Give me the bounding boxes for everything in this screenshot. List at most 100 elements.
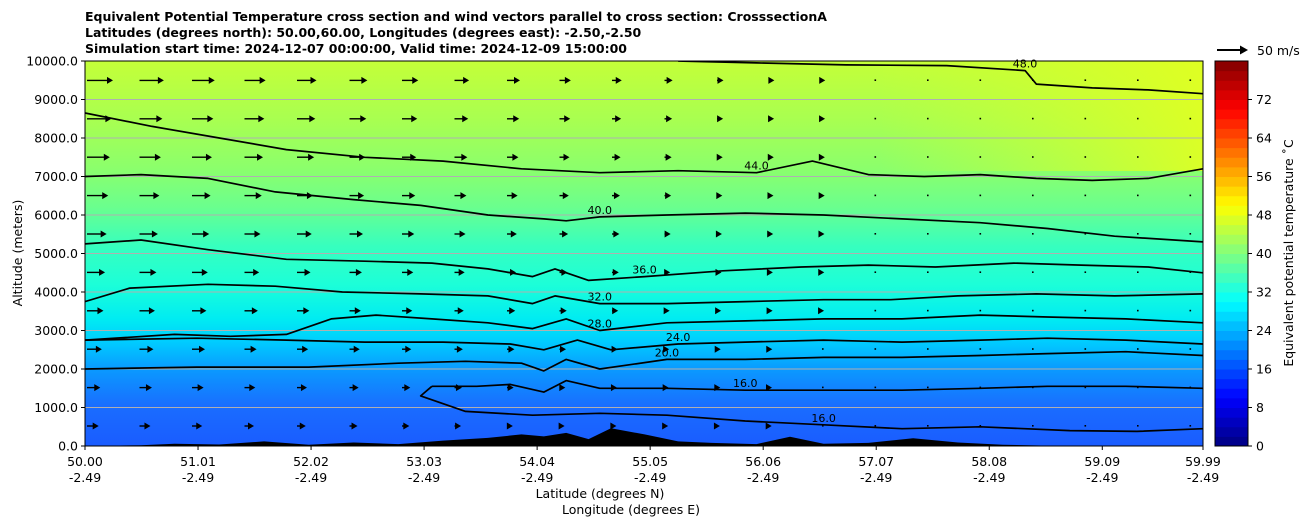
x-tick-latitude: 59.99 [1185, 454, 1221, 469]
wind-vector-head [196, 422, 203, 430]
colorbar-band [1215, 80, 1248, 91]
colorbar-band [1215, 340, 1248, 351]
wind-vector-head [148, 307, 155, 315]
x-tick-longitude: -2.49 [69, 470, 101, 485]
wind-vector-dot [1084, 386, 1087, 389]
wind-vector-head [355, 268, 362, 276]
wind-vector-dot [927, 425, 929, 427]
x-tick-longitude: -2.49 [521, 470, 553, 485]
wind-vector-head [768, 115, 775, 123]
contour-label: 20.0 [655, 346, 680, 359]
y-tick-label: 7000.0 [34, 169, 78, 184]
wind-vector-head [305, 230, 312, 238]
contour-label: 44.0 [744, 160, 769, 173]
wind-vector-dot [1084, 348, 1087, 350]
colorbar-tick-label: 32 [1256, 285, 1272, 300]
wind-vector-dot [979, 386, 982, 389]
wind-vector-head [201, 268, 208, 276]
y-tick-label: 3000.0 [34, 323, 78, 338]
x-axis: 50.00-2.4951.01-2.4952.02-2.4953.03-2.49… [67, 446, 1221, 485]
wind-vector-head [662, 422, 669, 430]
wind-vector-head [351, 422, 358, 430]
x-tick-latitude: 53.03 [406, 454, 442, 469]
wind-vector-dot [927, 233, 929, 235]
isotherm-line [85, 314, 1203, 341]
wind-vector-dot [1189, 117, 1192, 120]
colorbar-band [1215, 128, 1248, 139]
colorbar-band [1215, 388, 1248, 399]
wind-vector-dot [1189, 194, 1192, 197]
wind-vector-head [197, 384, 204, 392]
isotherm-line [85, 173, 1203, 243]
wind-vector-dot [1137, 425, 1139, 427]
wind-vector-head [665, 153, 672, 161]
colorbar-band [1215, 166, 1248, 177]
wind-vector-head [767, 153, 774, 161]
isotherm-line [678, 61, 1203, 95]
x-tick-latitude: 59.09 [1084, 454, 1120, 469]
wind-vector-dot [874, 194, 877, 197]
wind-vector-dot [1137, 309, 1139, 312]
wind-vector-head [765, 384, 772, 392]
wind-vector-dot [1189, 156, 1192, 158]
wind-vector-head [403, 422, 410, 430]
wind-vector-dot [874, 348, 877, 350]
wind-vector-dot [1032, 117, 1034, 120]
x-tick-latitude: 58.08 [971, 454, 1007, 469]
wind-vector-head [459, 230, 466, 238]
wind-vector-head [306, 192, 313, 200]
colorbar-band [1215, 61, 1248, 72]
colorbar-band [1215, 109, 1248, 120]
wind-vector-head [717, 76, 724, 84]
wind-vector-head [147, 345, 154, 353]
y-tick-label: 1000.0 [34, 400, 78, 415]
wind-vector-head [199, 345, 206, 353]
wind-vector-head [715, 268, 722, 276]
wind-vector-head [663, 307, 670, 315]
wind-vector-head [457, 307, 464, 315]
wind-vector-dot [1032, 386, 1034, 389]
x-tick-longitude: -2.49 [747, 470, 779, 485]
wind-vector-head [610, 422, 617, 430]
wind-vector-dot [979, 271, 982, 273]
y-tick-label: 9000.0 [34, 92, 78, 107]
x-tick-longitude: -2.49 [1086, 470, 1118, 485]
wind-vector-head [713, 422, 720, 430]
wind-vector-head [765, 422, 772, 430]
wind-vector-head [514, 76, 520, 84]
wind-vector-dot [1032, 233, 1034, 235]
y-tick-label: 4000.0 [34, 285, 78, 300]
wind-vector-head [412, 76, 419, 84]
contour-label: 16.0 [733, 377, 758, 390]
wind-vector-dot [822, 425, 824, 427]
colorbar-band [1215, 176, 1248, 187]
wind-vector-dot [927, 79, 929, 81]
wind-vector-head [664, 268, 671, 276]
wind-vector-dot [1137, 117, 1139, 120]
colorbar: 0 8 16 24 32 40 48 56 64 72 [1214, 60, 1272, 454]
wind-vector-dot [1137, 156, 1139, 158]
wind-vector-dot [1032, 194, 1034, 197]
wind-vector-head [352, 384, 359, 392]
wind-vector-head [715, 307, 722, 315]
wind-vector-head [156, 115, 163, 123]
terrain [85, 428, 1203, 446]
colorbar-band [1215, 436, 1248, 447]
wind-vector-head [613, 192, 620, 200]
wind-vector-dot [1189, 348, 1192, 350]
colorbar-tick-label: 64 [1256, 131, 1272, 146]
y-tick-label: 6000.0 [34, 208, 78, 223]
colorbar-band [1215, 157, 1248, 168]
wind-vector-head [767, 230, 774, 238]
wind-vector-head [255, 192, 262, 200]
wind-vector-dot [1032, 156, 1034, 158]
colorbar-tick-label: 16 [1256, 362, 1272, 377]
wind-vector-head [666, 76, 673, 84]
wind-vector-head [208, 76, 215, 84]
x-axis-label-line-1: Latitude (degrees N) [536, 486, 665, 501]
wind-vector-head [716, 153, 723, 161]
wind-vector-head [766, 345, 773, 353]
wind-vector-head [562, 192, 569, 200]
wind-vector-head [250, 345, 257, 353]
wind-vector-head [458, 268, 465, 276]
